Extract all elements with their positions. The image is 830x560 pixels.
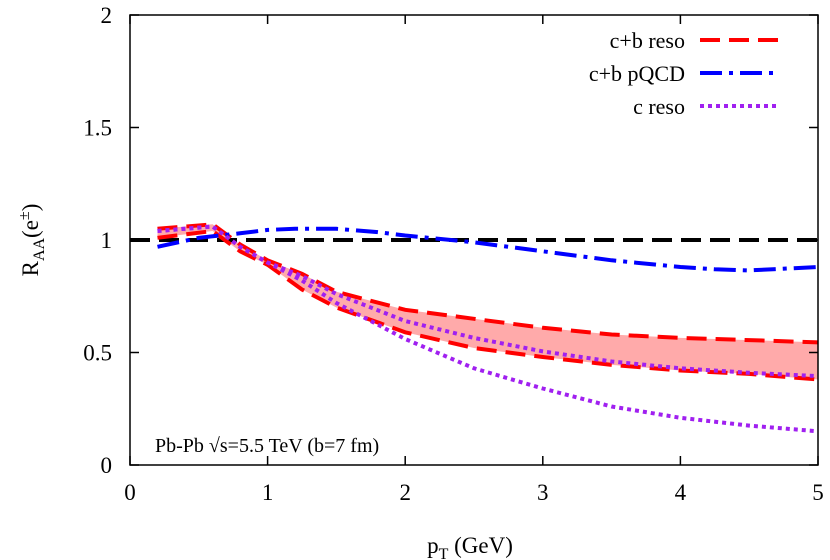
legend-label-0: c+b reso xyxy=(610,28,685,53)
x-axis-label-main: p xyxy=(427,533,439,558)
y-axis-label-close: ) xyxy=(18,204,43,212)
tick-labels: 0 1 2 3 4 5 0 0.5 1 1.5 2 xyxy=(83,3,824,505)
x-tick-label: 1 xyxy=(262,480,274,505)
collision-annotation: Pb-Pb √s=5.5 TeV (b=7 fm) xyxy=(155,435,379,457)
legend-label-2: c reso xyxy=(633,94,685,119)
y-axis-label-sub: AA xyxy=(31,237,48,261)
x-axis-label-sub: T xyxy=(439,546,449,560)
x-tick-label: 2 xyxy=(399,480,411,505)
x-tick-label: 4 xyxy=(675,480,687,505)
series-line-1 xyxy=(157,226,819,273)
series-lines xyxy=(157,222,819,434)
x-axis-label: pT (GeV) xyxy=(427,533,513,560)
y-axis-label-main: R xyxy=(18,260,43,276)
axis-ticks xyxy=(129,14,819,466)
x-tick-label: 5 xyxy=(812,480,824,505)
y-tick-label: 0.5 xyxy=(83,341,112,366)
x-tick-label: 3 xyxy=(537,480,549,505)
y-axis-label-sup: ± xyxy=(16,211,33,220)
series-line-0-lower xyxy=(157,228,819,382)
y-axis-label-open: (e xyxy=(18,220,43,238)
series-line-2-upper xyxy=(157,224,819,379)
uncertainty-band xyxy=(157,224,818,380)
y-tick-label: 0 xyxy=(101,453,113,478)
y-axis-label: RAA(e±) xyxy=(16,204,48,277)
y-tick-label: 2 xyxy=(101,3,113,28)
band-fill xyxy=(157,224,818,380)
legend: c+b reso c+b pQCD c reso xyxy=(589,28,778,119)
y-tick-label: 1 xyxy=(101,228,113,253)
x-tick-label: 0 xyxy=(124,480,136,505)
y-tick-label: 1.5 xyxy=(83,116,112,141)
legend-label-1: c+b pQCD xyxy=(589,61,685,86)
x-axis-label-rest: (GeV) xyxy=(448,533,513,558)
